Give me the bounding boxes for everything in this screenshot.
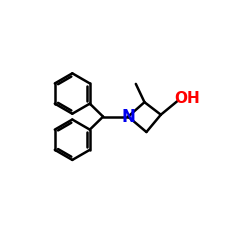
Text: OH: OH: [174, 91, 200, 106]
Text: N: N: [121, 108, 135, 126]
